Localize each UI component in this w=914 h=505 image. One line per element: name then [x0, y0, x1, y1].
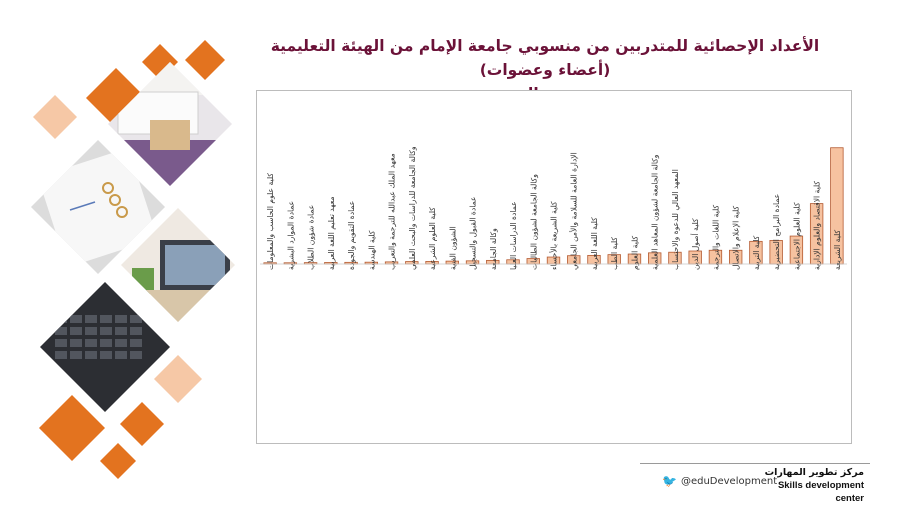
category-label-6: كلية الهندسة: [367, 230, 376, 270]
category-label-27: كلية العلوم الاجتماعية: [792, 202, 801, 270]
twitter-handle-text: @eduDevelopment: [680, 475, 778, 487]
category-label-12: وكالة الجامعة: [489, 228, 498, 270]
category-label-15: كلية الشريعة بالأحساء: [549, 201, 559, 270]
category-label-22: كلية أصول الدين: [690, 218, 700, 270]
light-diamond-1: [33, 95, 77, 139]
category-label-20: وكالة الجامعة لشؤون المعاهد العلمية: [651, 154, 660, 270]
category-label-17: كلية اللغة العربية: [590, 217, 599, 270]
orange-diamond-5: [120, 402, 164, 446]
orange-diamond-6: [100, 443, 136, 479]
bar-chart: كلية علوم الحاسب والمعلومات عمادة الموارد…: [260, 146, 847, 270]
category-label-2: عمادة الموارد البشرية: [286, 201, 295, 270]
category-label-18: كلية الطب: [610, 237, 619, 270]
photo-keyboard: [40, 282, 170, 412]
orange-diamond-4: [39, 395, 105, 461]
category-label-21: المعهد العالي للدعوة والاحتساب: [671, 169, 680, 270]
category-label-5: عمادة التقويم والجودة: [347, 201, 356, 270]
category-label-28: كلية الاقتصاد والعلوم الإدارية: [813, 181, 822, 270]
twitter-handle[interactable]: 🐦 @eduDevelopment: [662, 474, 777, 488]
brand-name-ar: مركز تطوير المهارات: [764, 467, 864, 478]
twitter-bird-icon: 🐦: [662, 474, 677, 488]
category-label-13: عمادة الدراسات العليا: [509, 201, 518, 270]
category-label-23: كلية اللغات والترجمة: [711, 205, 720, 270]
category-label-14: وكالة الجامعة لشؤون الطالبات: [529, 174, 538, 270]
category-label-11: عمادة القبول والتسجيل: [469, 196, 478, 270]
brand-block: مركز تطوير المهارات Skills development c…: [754, 466, 864, 505]
chart-title-line-1: الأعداد الإحصائية للمتدربين من منسوبي جا…: [270, 37, 820, 79]
category-label-4: معهد تعليم اللغة العربية: [327, 196, 336, 270]
category-label-29: كلية الشريعة: [833, 229, 842, 270]
category-label-3: عمادة شؤون الطلاب: [307, 205, 316, 270]
decorative-collage: [31, 40, 235, 479]
category-label-1: كلية علوم الحاسب والمعلومات: [266, 173, 275, 270]
chart-frame: كلية علوم الحاسب والمعلومات عمادة الموارد…: [256, 90, 852, 444]
category-label-16: الإدارة العامة للسلامة والأمن الجامعي: [569, 152, 579, 270]
brand-name-en: Skills development center: [777, 480, 864, 504]
category-label-19: كلية العلوم: [630, 235, 639, 270]
category-label-24: كلية الإعلام والاتصال: [732, 205, 741, 270]
category-label-25: كلية التربية: [752, 235, 761, 270]
footer-divider: [640, 463, 870, 464]
orange-diamond-3: [185, 40, 225, 80]
light-diamond-2: [154, 355, 202, 403]
category-label-26: عمادة البرامج التحضيرية: [772, 194, 781, 270]
category-label-9: كلية العلوم الشرعية: [428, 207, 437, 270]
category-label-10: الشؤون الفنية: [448, 226, 457, 270]
category-label-8: وكالة الجامعة للدراسات والبحث العلمي: [408, 146, 417, 270]
category-label-7: معهد الملك عبدالله للترجمة والتعريب: [388, 153, 397, 270]
